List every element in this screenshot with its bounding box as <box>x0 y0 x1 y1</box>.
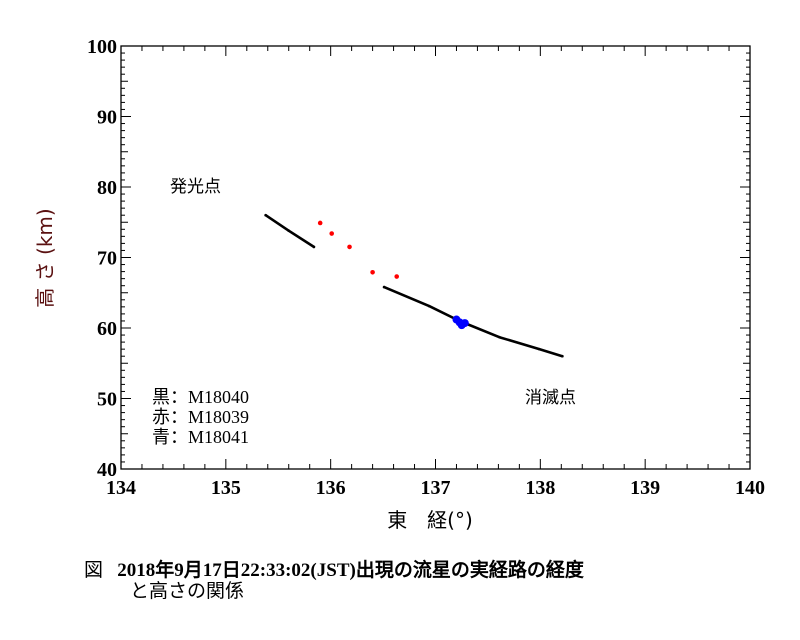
data-point <box>287 229 291 233</box>
x-axis-label: 東 経(°) <box>387 508 473 532</box>
x-tick-label: 140 <box>735 477 765 499</box>
series-m18039-2 <box>317 220 400 279</box>
data-point <box>382 285 386 289</box>
y-tick-label: 50 <box>97 389 117 411</box>
x-tick-label: 138 <box>525 477 555 499</box>
legend-blue: 青：M18041 <box>152 427 249 447</box>
x-tick-label: 136 <box>316 477 346 499</box>
y-tick-label: 100 <box>87 36 117 58</box>
legend-red: 赤：M18039 <box>152 407 249 427</box>
data-point <box>498 335 501 339</box>
annotation-start-point: 発光点 <box>170 177 221 197</box>
x-tick-label: 137 <box>421 477 451 499</box>
y-tick-label: 90 <box>97 107 117 129</box>
x-tick-label: 134 <box>106 477 136 499</box>
data-point <box>347 244 352 250</box>
series-m18041-3 <box>452 315 469 330</box>
data-point <box>394 274 400 279</box>
data-point <box>537 347 541 351</box>
track-line <box>382 285 564 358</box>
figure-caption: 図 2018年9月17日22:33:02(JST)出現の流星の実経路の経度 と高… <box>84 560 584 602</box>
data-point <box>264 213 267 217</box>
y-tick-label: 60 <box>97 318 117 340</box>
y-axis-label: 高 さ (km) <box>33 208 57 307</box>
y-tick-label: 80 <box>97 177 117 199</box>
marks <box>264 213 564 358</box>
series-m18040-0 <box>264 213 316 249</box>
series-m18040-1 <box>382 285 564 358</box>
caption-prefix: 図 <box>84 560 104 581</box>
axes: 134 135 136 137 138 139 140 40 50 60 70 80 90 100 <box>87 36 765 499</box>
caption-line2: と高さの関係 <box>130 581 245 602</box>
x-tick-label: 135 <box>211 477 241 499</box>
x-tick-label: 139 <box>630 477 660 499</box>
legend-black: 黒：M18040 <box>152 387 249 407</box>
data-point <box>370 270 375 275</box>
y-tick-label: 70 <box>97 248 117 270</box>
data-point <box>329 231 335 236</box>
data-point <box>561 354 564 358</box>
y-tick-label: 40 <box>97 459 117 481</box>
data-point <box>317 220 323 226</box>
annotation-end-point: 消滅点 <box>525 388 576 408</box>
data-point <box>312 245 316 249</box>
caption-line1: 2018年9月17日22:33:02(JST)出現の流星の実経路の経度 <box>117 560 584 581</box>
data-point <box>427 304 431 308</box>
data-point <box>460 319 469 328</box>
